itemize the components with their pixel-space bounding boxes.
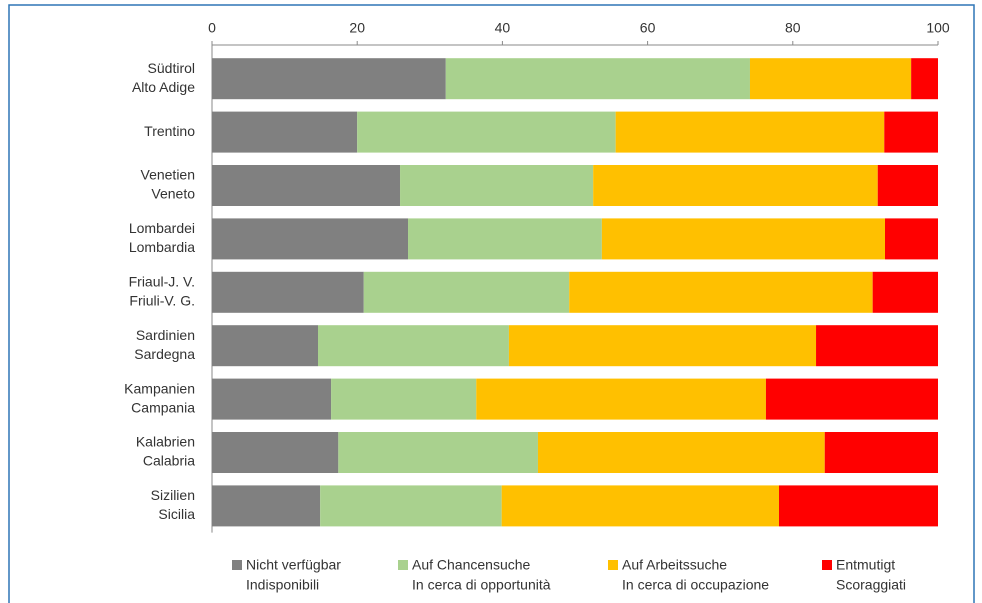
bar-segment: [508, 325, 817, 367]
bar-segment: [212, 325, 318, 367]
y-tick-label: Calabria: [143, 453, 195, 469]
bar-segment: [501, 485, 780, 527]
bar-segment: [816, 325, 938, 367]
y-tick-label: Sardegna: [134, 346, 195, 362]
bar-segment: [885, 218, 938, 260]
legend-label: Auf Arbeitssuche: [622, 557, 727, 573]
y-tick-label: Friaul-J. V.: [129, 274, 195, 290]
legend-label: Scoraggiati: [836, 577, 906, 593]
legend-label: In cerca di opportunità: [412, 577, 551, 593]
bar-segment: [331, 378, 477, 420]
legend-swatch: [232, 560, 242, 570]
y-tick-label: Veneto: [151, 186, 195, 202]
bar-segment: [872, 271, 938, 313]
x-tick-label: 100: [926, 20, 950, 36]
legend-swatch: [822, 560, 832, 570]
bar-segment: [212, 432, 339, 473]
legend-label: Auf Chancensuche: [412, 557, 531, 573]
bar-segment: [569, 271, 873, 313]
bar-segment: [537, 432, 825, 473]
bar-segment: [824, 432, 938, 473]
y-tick-label: Friuli-V. G.: [129, 293, 195, 309]
y-tick-label: Kampanien: [124, 380, 195, 396]
bar-segment: [911, 58, 938, 100]
y-tick-label: Sizilien: [151, 487, 195, 503]
y-tick-label: Südtirol: [148, 60, 195, 76]
bar-segment: [212, 271, 364, 313]
bar-segment: [338, 432, 538, 473]
bar-segment: [476, 378, 766, 420]
legend-swatch: [608, 560, 618, 570]
legend-label: Indisponibili: [246, 577, 319, 593]
bar-segment: [884, 111, 938, 153]
bar-segment: [357, 111, 616, 153]
bar-segment: [615, 111, 885, 153]
bar-segment: [749, 58, 912, 100]
y-tick-label: Trentino: [144, 123, 195, 139]
bar-segment: [593, 165, 878, 206]
y-tick-label: Alto Adige: [132, 79, 195, 95]
bar-segment: [408, 218, 602, 260]
bar-segment: [765, 378, 938, 420]
bar-segment: [601, 218, 886, 260]
y-tick-label: Campania: [131, 399, 195, 415]
x-tick-label: 0: [208, 20, 216, 36]
bar-segment: [445, 58, 750, 100]
x-tick-label: 60: [640, 20, 656, 36]
legend-swatch: [398, 560, 408, 570]
bar-segment: [779, 485, 938, 527]
bar-segment: [212, 165, 401, 206]
x-tick-label: 20: [349, 20, 365, 36]
y-tick-label: Kalabrien: [136, 434, 195, 450]
frame: [8, 4, 975, 603]
x-tick-label: 40: [495, 20, 511, 36]
bar-segment: [212, 485, 321, 527]
legend-label: Entmutigt: [836, 557, 895, 573]
legend-label: In cerca di occupazione: [622, 577, 769, 593]
bar-segment: [363, 271, 570, 313]
bar-segment: [317, 325, 509, 367]
y-tick-label: Venetien: [141, 167, 196, 183]
legend-label: Nicht verfügbar: [246, 557, 341, 573]
bar-segment: [320, 485, 502, 527]
y-tick-label: Sardinien: [136, 327, 195, 343]
y-tick-label: Lombardia: [129, 239, 195, 255]
y-tick-label: Sicilia: [158, 506, 195, 522]
bar-segment: [212, 218, 409, 260]
y-tick-label: Lombardei: [129, 220, 195, 236]
bar-segment: [400, 165, 594, 206]
bar-segment: [877, 165, 938, 206]
bar-segment: [212, 111, 358, 153]
bar-segment: [212, 378, 332, 420]
bar-segment: [212, 58, 446, 100]
x-tick-label: 80: [785, 20, 801, 36]
